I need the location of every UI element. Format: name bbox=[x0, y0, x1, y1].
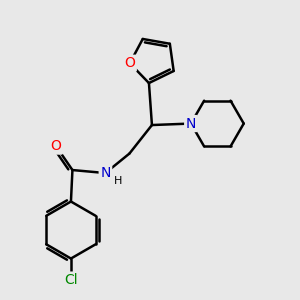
Text: Cl: Cl bbox=[64, 273, 78, 287]
Text: H: H bbox=[114, 176, 122, 185]
Text: O: O bbox=[50, 139, 62, 153]
Text: O: O bbox=[124, 56, 135, 70]
Text: N: N bbox=[100, 166, 111, 180]
Text: N: N bbox=[186, 116, 196, 130]
